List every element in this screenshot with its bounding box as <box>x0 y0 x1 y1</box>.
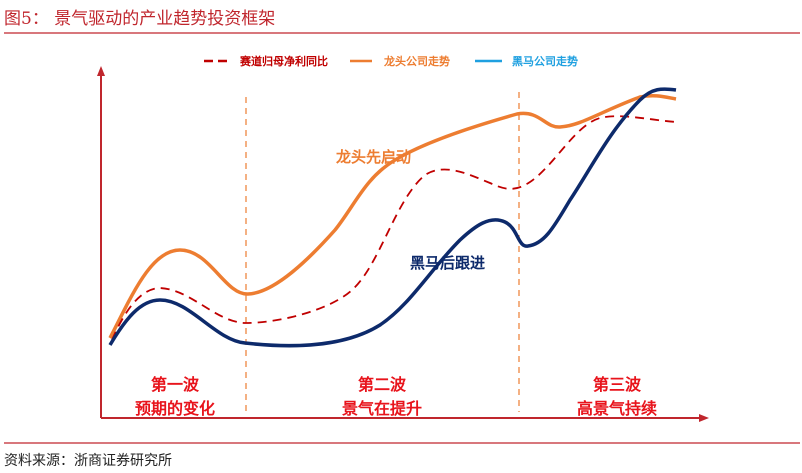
legend-darkhorse-label: 黑马公司走势 <box>512 54 578 68</box>
wave-3-name: 第三波 <box>593 375 642 394</box>
figure-title: 图5： 景气驱动的产业趋势投资框架 <box>4 9 276 29</box>
leader-curve <box>108 94 677 339</box>
leader-annotation: 龙头先启动 <box>335 148 411 166</box>
source-note: 资料来源：浙商证券研究所 <box>4 453 172 469</box>
wave-2-desc: 景气在提升 <box>342 399 422 418</box>
y-axis-arrow <box>97 66 105 76</box>
legend-leader-label: 龙头公司走势 <box>383 54 450 68</box>
x-axis-arrow <box>699 414 709 422</box>
profit-curve <box>111 115 677 341</box>
wave-3-desc: 高景气持续 <box>577 399 657 418</box>
wave-2-name: 第二波 <box>358 375 407 394</box>
darkhorse-curve <box>108 87 677 348</box>
legend-profit-label: 赛道归母净利同比 <box>239 54 328 68</box>
wave-1-name: 第一波 <box>151 375 200 394</box>
darkhorse-annotation: 黑马后跟进 <box>410 254 485 272</box>
wave-1-desc: 预期的变化 <box>135 399 215 418</box>
